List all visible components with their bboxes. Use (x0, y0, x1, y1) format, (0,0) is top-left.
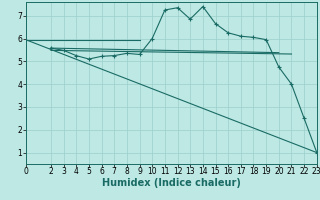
X-axis label: Humidex (Indice chaleur): Humidex (Indice chaleur) (102, 178, 241, 188)
